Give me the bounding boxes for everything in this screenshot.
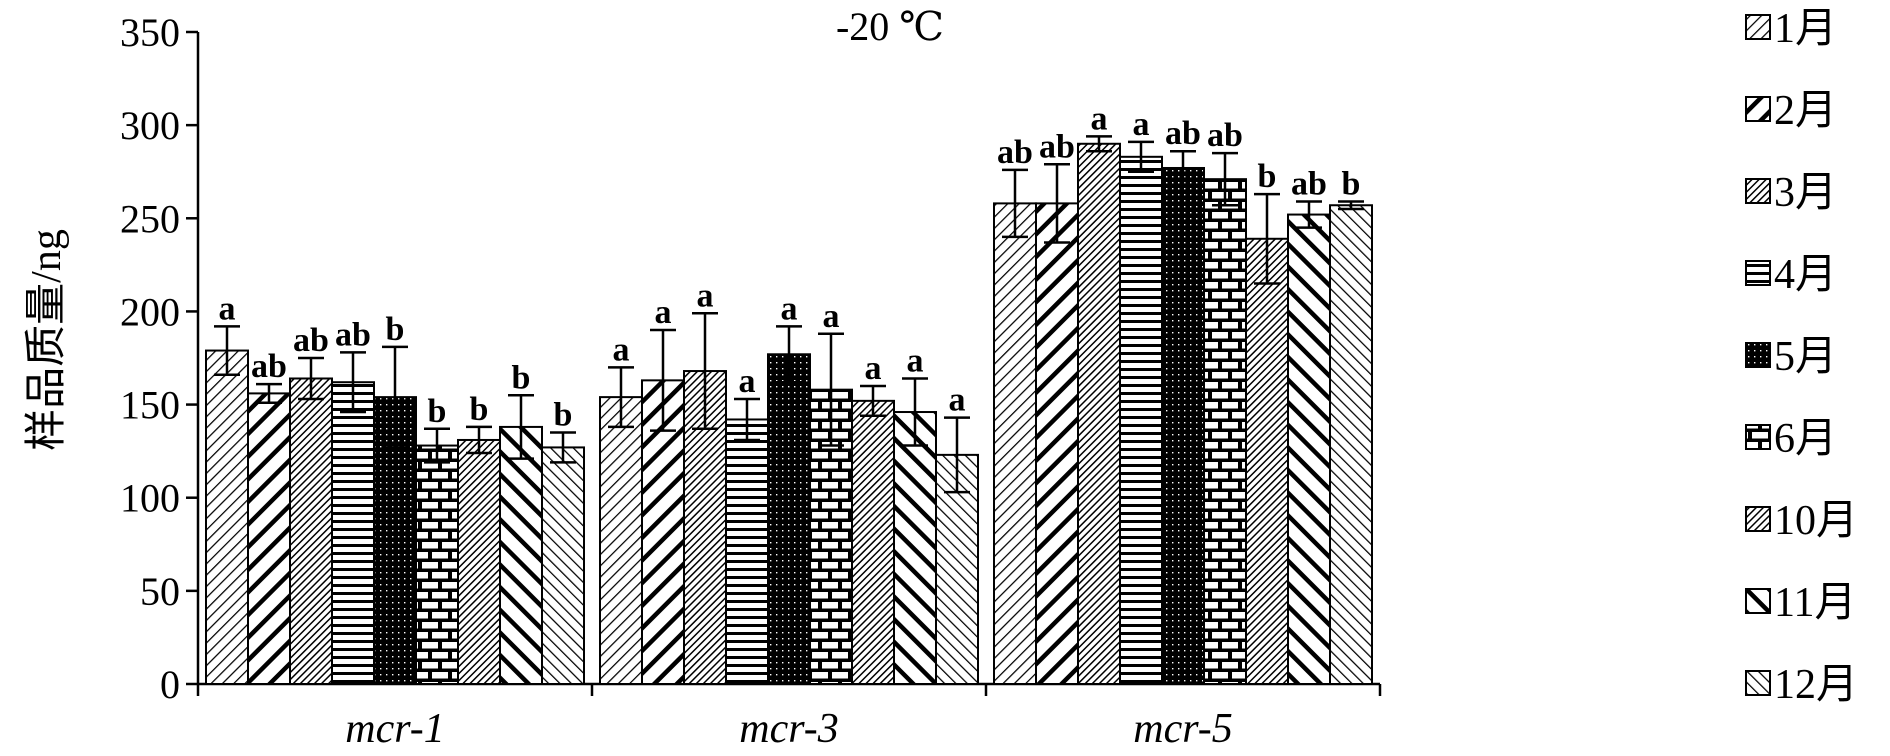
significance-label: ab	[997, 134, 1033, 171]
x-category-label: mcr-1	[345, 706, 444, 752]
y-tick-label: 100	[120, 476, 180, 521]
bar	[415, 444, 459, 685]
significance-label: ab	[1291, 166, 1327, 203]
significance-label: b	[386, 311, 405, 348]
significance-label: ab	[251, 348, 287, 385]
bar	[1035, 202, 1079, 686]
x-category-label: mcr-5	[1133, 706, 1232, 752]
significance-label: a	[613, 331, 630, 368]
legend-swatch	[1745, 14, 1771, 40]
bar	[1119, 155, 1163, 686]
y-axis: 0 50 100 150 200 250 300 350	[120, 10, 200, 707]
bar	[499, 425, 543, 685]
significance-label: b	[1258, 158, 1277, 195]
significance-label: ab	[1039, 128, 1075, 165]
legend-label: 4月	[1774, 252, 1837, 298]
legend-swatch	[1745, 588, 1771, 614]
bar	[1203, 178, 1247, 685]
bar	[599, 396, 643, 685]
significance-label: a	[697, 277, 714, 314]
y-axis-label: 样品质量/ng	[24, 229, 70, 451]
legend-label: 11月	[1774, 580, 1856, 626]
x-axis: mcr-1 mcr-3 mcr-5	[196, 682, 1382, 752]
bar	[1161, 166, 1205, 685]
bar	[893, 411, 937, 685]
y-tick-label: 200	[120, 289, 180, 334]
legend: 1月 2月 3月 4月 5月 6月 10月 11月 12月	[1745, 6, 1858, 708]
significance-label: ab	[293, 322, 329, 359]
significance-label: a	[655, 294, 672, 331]
significance-label: ab	[1207, 117, 1243, 154]
significance-label: a	[781, 290, 798, 327]
y-tick-label: 0	[160, 662, 180, 707]
bar	[851, 399, 895, 685]
legend-swatch	[1745, 260, 1771, 286]
legend-label: 1月	[1774, 6, 1837, 52]
bar	[1077, 142, 1121, 685]
significance-label: a	[907, 342, 924, 379]
significance-label: b	[554, 397, 573, 434]
significance-label: a	[1133, 106, 1150, 143]
bar	[767, 353, 811, 685]
significance-label: a	[949, 382, 966, 419]
legend-label: 5月	[1774, 334, 1837, 380]
significance-label: a	[865, 350, 882, 387]
bar	[993, 202, 1037, 686]
y-tick-label: 50	[140, 569, 180, 614]
legend-swatch	[1745, 506, 1771, 532]
y-tick-label: 300	[120, 103, 180, 148]
significance-label: a	[1091, 100, 1108, 137]
legend-swatch	[1745, 178, 1771, 204]
legend-label: 12月	[1774, 662, 1858, 708]
bar	[725, 418, 769, 685]
bar	[205, 349, 249, 685]
significance-label: b	[428, 393, 447, 430]
x-category-label: mcr-3	[739, 706, 838, 752]
significance-label: b	[470, 391, 489, 428]
significance-label: a	[219, 290, 236, 327]
legend-label: 6月	[1774, 416, 1837, 462]
chart-title: -20 ℃	[836, 4, 944, 49]
legend-swatch	[1745, 342, 1771, 368]
significance-label: ab	[1165, 115, 1201, 152]
bar	[289, 377, 333, 685]
bar	[541, 446, 585, 685]
bar	[1329, 204, 1373, 685]
legend-label: 3月	[1774, 170, 1837, 216]
significance-label: b	[1342, 166, 1361, 203]
legend-swatch	[1745, 96, 1771, 122]
significance-label: a	[739, 363, 756, 400]
bar	[1245, 237, 1289, 686]
significance-label: ab	[335, 316, 371, 353]
significance-label: b	[512, 359, 531, 396]
bar	[1287, 213, 1331, 685]
y-tick-label: 250	[120, 196, 180, 241]
legend-label: 10月	[1774, 498, 1858, 544]
bar	[457, 438, 501, 686]
legend-label: 2月	[1774, 88, 1837, 134]
bar	[247, 392, 291, 685]
legend-swatch	[1745, 424, 1771, 450]
legend-swatch	[1745, 670, 1771, 696]
bar	[331, 381, 375, 685]
significance-label: a	[823, 298, 840, 335]
y-tick-label: 350	[120, 10, 180, 55]
y-tick-label: 150	[120, 383, 180, 428]
